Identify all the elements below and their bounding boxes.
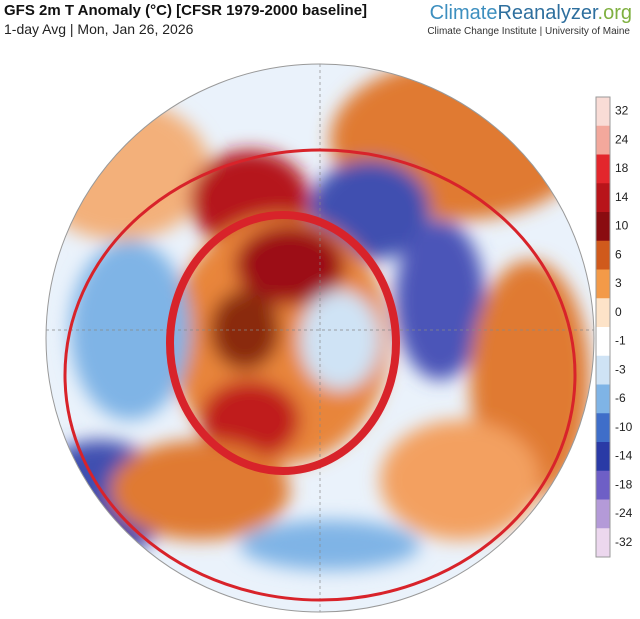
colorbar-label: -3 (615, 362, 626, 376)
colorbar-label: 3 (615, 276, 622, 290)
colorbar-label: 6 (615, 247, 622, 261)
colorbar-band (596, 499, 610, 529)
colorbar-band (596, 154, 610, 184)
colorbar-label: -24 (615, 506, 633, 520)
colorbar-band (596, 183, 610, 213)
subtitle: 1-day Avg | Mon, Jan 26, 2026 (4, 21, 194, 37)
brand-b: Reanalyzer (497, 2, 598, 24)
colorbar-label: 0 (615, 305, 622, 319)
colorbar-band (596, 327, 610, 357)
colorbar-band (596, 384, 610, 414)
colorbar-band (596, 240, 610, 270)
colorbar-label: 10 (615, 219, 629, 233)
colorbar-band (596, 442, 610, 472)
colorbar-label: -18 (615, 477, 633, 491)
title: GFS 2m T Anomaly (°C) [CFSR 1979-2000 ba… (4, 2, 368, 19)
colorbar-band (596, 125, 610, 155)
colorbar-band (596, 298, 610, 328)
inner-ring (166, 211, 400, 475)
colorbar-band (596, 212, 610, 242)
colorbar-label: -14 (615, 449, 633, 463)
brand: ClimateReanalyzer.org (430, 2, 632, 25)
colorbar-label: 18 (615, 161, 629, 175)
colorbar-band (596, 413, 610, 443)
colorbar-label: -1 (615, 334, 626, 348)
tagline: Climate Change Institute | University of… (427, 26, 630, 37)
outer-ring (63, 148, 577, 602)
globe (46, 64, 594, 612)
colorbar-label: 14 (615, 190, 629, 204)
brand-c: .org (597, 2, 632, 24)
colorbar-label: -32 (615, 535, 633, 549)
colorbar-band (596, 269, 610, 299)
brand-a: Climate (429, 2, 498, 24)
colorbar-label: -6 (615, 391, 626, 405)
colorbar-label: -10 (615, 420, 633, 434)
colorbar-label: 32 (615, 104, 629, 118)
colorbar-frame (595, 96, 611, 558)
colorbar-band (596, 355, 610, 385)
colorbar-band (596, 97, 610, 127)
colorbar-band (596, 470, 610, 500)
colorbar-label: 24 (615, 132, 629, 146)
colorbar-band (596, 528, 610, 558)
